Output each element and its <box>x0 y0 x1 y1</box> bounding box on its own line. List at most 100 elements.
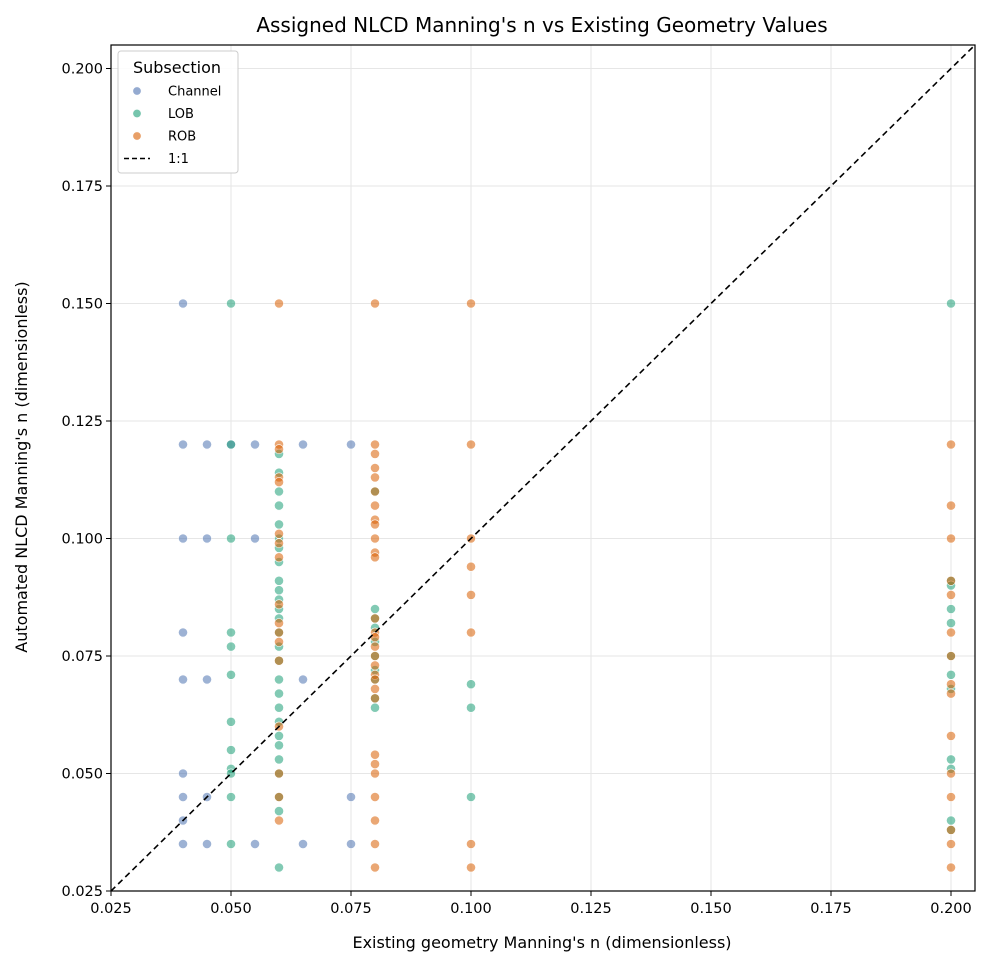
data-point <box>274 688 284 699</box>
series-rob <box>274 298 956 873</box>
data-point <box>946 669 956 680</box>
data-point <box>370 862 380 873</box>
x-tick-label: 0.125 <box>570 901 612 917</box>
data-point <box>946 618 956 628</box>
data-point <box>370 533 380 544</box>
chart-title: Assigned NLCD Manning's n vs Existing Ge… <box>256 13 827 37</box>
legend: Subsection Channel LOB ROB 1:1 <box>117 50 239 174</box>
data-point <box>466 561 476 572</box>
data-point <box>466 679 476 690</box>
data-points <box>178 298 956 873</box>
data-point <box>946 792 956 802</box>
data-point <box>946 604 956 614</box>
data-point <box>298 839 308 849</box>
data-point <box>370 768 380 779</box>
data-point <box>370 641 380 652</box>
one-to-one-line <box>110 44 976 892</box>
data-point <box>274 477 284 487</box>
data-point <box>274 486 284 497</box>
data-point <box>178 768 188 779</box>
data-point <box>346 792 356 802</box>
plot-area <box>110 44 976 892</box>
data-point <box>370 463 380 473</box>
data-point <box>274 519 284 530</box>
x-tick-label: 0.175 <box>810 901 852 917</box>
legend-entries: Channel LOB ROB 1:1 <box>124 85 221 167</box>
data-point <box>226 298 236 309</box>
data-point <box>370 632 380 643</box>
data-point <box>274 444 284 455</box>
data-point <box>274 655 284 666</box>
data-point <box>370 815 380 826</box>
y-tick-label: 0.050 <box>61 767 103 783</box>
data-point <box>274 599 284 610</box>
data-point <box>226 716 236 727</box>
data-point <box>226 839 236 849</box>
data-point <box>946 651 956 661</box>
data-point <box>178 439 188 450</box>
data-point <box>274 754 284 765</box>
data-point <box>946 533 956 544</box>
data-point <box>202 439 212 450</box>
data-point <box>274 637 284 647</box>
data-point <box>370 613 380 624</box>
data-point <box>250 439 260 450</box>
y-tick-label: 0.150 <box>61 297 103 313</box>
x-tick-label: 0.025 <box>90 901 132 917</box>
data-point <box>370 702 380 713</box>
data-point <box>946 731 956 741</box>
data-point <box>202 839 212 849</box>
data-point <box>946 500 956 511</box>
data-point <box>466 627 476 638</box>
data-point <box>946 815 956 826</box>
data-point <box>250 839 260 849</box>
data-point <box>226 439 236 450</box>
data-point <box>274 768 284 779</box>
data-point <box>946 768 956 779</box>
legend-label: ROB <box>168 130 196 145</box>
data-point <box>946 679 956 690</box>
data-point <box>178 627 188 638</box>
data-point <box>946 839 956 849</box>
data-point <box>226 533 236 544</box>
data-point <box>178 674 188 685</box>
x-tick-label: 0.100 <box>450 901 492 917</box>
data-point <box>346 839 356 849</box>
data-point <box>466 590 476 600</box>
data-point <box>250 533 260 544</box>
data-point <box>274 862 284 873</box>
data-point <box>370 448 380 459</box>
data-point <box>274 500 284 511</box>
data-point <box>274 528 284 539</box>
y-tick-label: 0.125 <box>61 414 103 430</box>
data-point <box>370 604 380 614</box>
data-point <box>178 533 188 544</box>
data-point <box>370 519 380 530</box>
x-axis-label: Existing geometry Manning's n (dimension… <box>352 933 731 952</box>
data-point <box>370 684 380 694</box>
y-tick-label: 0.100 <box>61 532 103 548</box>
data-point <box>274 702 284 713</box>
legend-marker <box>132 131 142 141</box>
data-point <box>226 745 236 755</box>
x-tick-label: 0.200 <box>930 901 972 917</box>
data-point <box>274 815 284 826</box>
data-point <box>274 552 284 563</box>
x-tick-label: 0.075 <box>330 901 372 917</box>
data-point <box>946 825 956 835</box>
data-point <box>274 740 284 751</box>
data-point <box>370 674 380 685</box>
data-point <box>178 298 188 309</box>
legend-label: LOB <box>168 107 194 122</box>
data-point <box>946 627 956 638</box>
data-point <box>298 439 308 450</box>
x-axis-ticks: 0.025 0.050 0.075 0.100 0.125 0.150 0.175 0.200 <box>90 891 972 917</box>
data-point <box>946 754 956 765</box>
data-point <box>370 439 380 450</box>
legend-marker <box>132 86 142 96</box>
data-point <box>274 618 284 628</box>
plot-frame <box>110 44 976 892</box>
x-tick-label: 0.150 <box>690 901 732 917</box>
data-point <box>370 552 380 563</box>
